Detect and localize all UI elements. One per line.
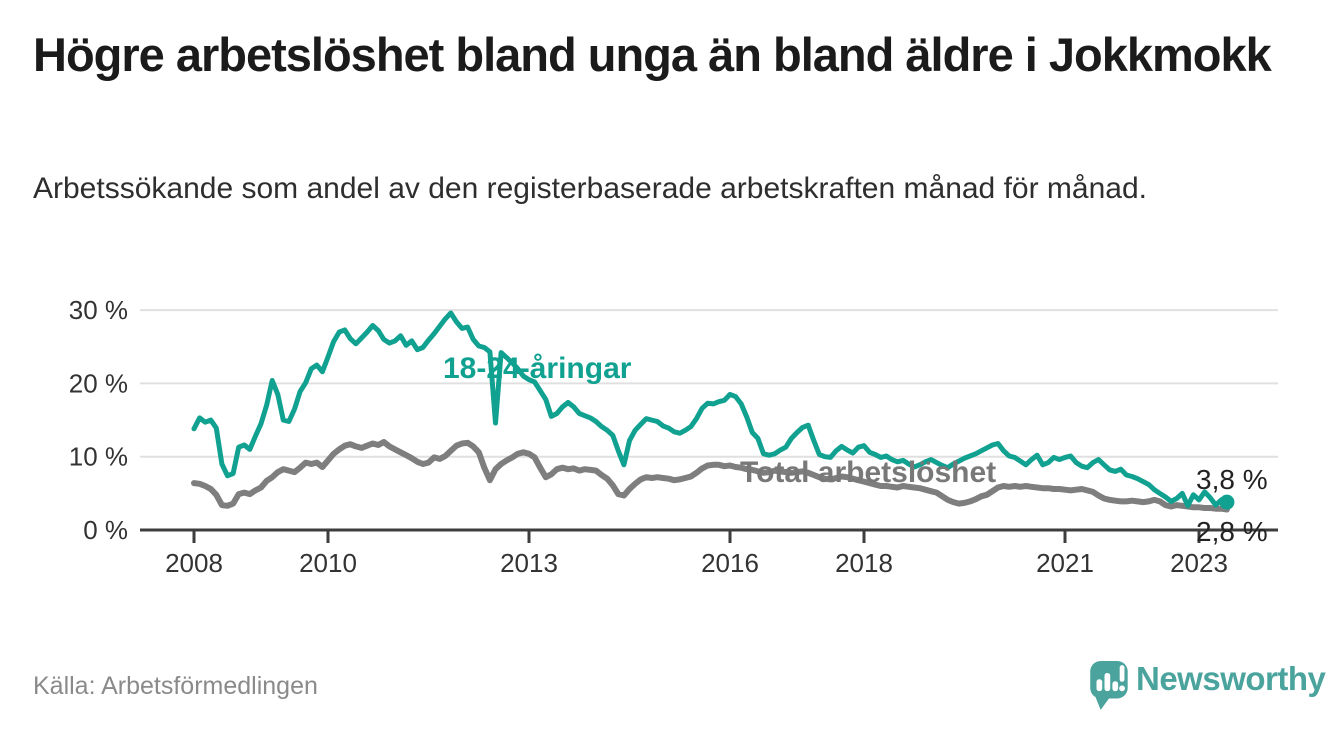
- gridlines: [140, 309, 1278, 458]
- newsworthy-logo: Newsworthy: [1087, 658, 1326, 714]
- x-axis-label: 2013: [500, 548, 558, 578]
- x-axis-label: 2010: [299, 548, 357, 578]
- y-axis-label: 20 %: [69, 368, 128, 398]
- page-subtitle: Arbetssökande som andel av den registerb…: [33, 172, 1147, 205]
- end-value-label-total: 2,8 %: [1196, 516, 1268, 547]
- y-axis-label: 10 %: [69, 442, 128, 472]
- x-axis-label: 2008: [165, 548, 223, 578]
- x-axis-label: 2023: [1170, 548, 1228, 578]
- end-value-label-young: 3,8 %: [1196, 464, 1268, 495]
- chart-speech-bubble-icon: [1090, 661, 1128, 710]
- series-line-young: [191, 310, 1230, 509]
- page-title: Högre arbetslöshet bland unga än bland ä…: [33, 28, 1272, 81]
- x-axis-label: 2016: [701, 548, 759, 578]
- series-label-young: 18-24-åringar: [443, 352, 632, 385]
- brand-wordmark: Newsworthy: [1136, 660, 1326, 697]
- x-axis-label: 2021: [1036, 548, 1094, 578]
- x-axis-label: 2018: [835, 548, 893, 578]
- source-caption: Källa: Arbetsförmedlingen: [33, 672, 318, 700]
- data-series: [191, 310, 1235, 513]
- series-end-dot: [1219, 494, 1235, 510]
- y-axis-label: 30 %: [69, 295, 128, 325]
- series-label-total: Total arbetslöshet: [740, 456, 996, 489]
- axes: 0 % 10 % 20 % 30 % 2008 2010 2013 2016 2018 2021 2…: [69, 295, 1278, 578]
- y-axis-label: 0 %: [83, 515, 128, 545]
- series-line-total: [191, 439, 1230, 513]
